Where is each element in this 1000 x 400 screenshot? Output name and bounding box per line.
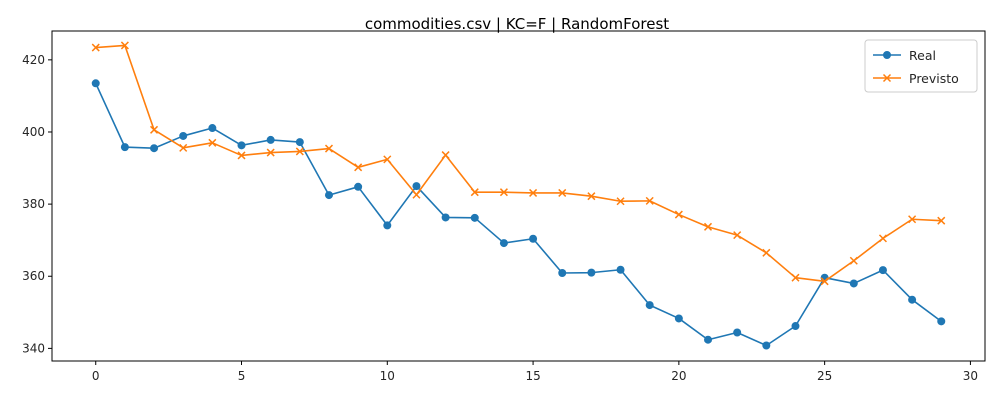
data-point-previsto: [295, 147, 304, 156]
data-point-previsto: [412, 190, 421, 199]
data-point-real: [295, 138, 304, 147]
y-axis: 340 360 380 400 420: [22, 53, 52, 355]
data-point-previsto: [674, 210, 683, 219]
data-point-previsto: [587, 192, 596, 201]
data-point-previsto: [266, 148, 275, 157]
x-axis: 0 5 10 15 20 25 30: [92, 361, 978, 383]
series-layer: [91, 41, 946, 350]
data-point-previsto: [908, 215, 917, 224]
series-line-previsto: [95, 44, 942, 283]
data-point-real: [674, 314, 683, 323]
legend-marker-real: [883, 51, 891, 59]
x-tick-label: 15: [525, 369, 540, 383]
data-point-previsto: [878, 234, 887, 243]
data-point-real: [383, 221, 392, 230]
data-point-real: [150, 144, 159, 153]
data-point-previsto: [616, 197, 625, 206]
data-point-previsto: [762, 248, 771, 257]
data-point-real: [558, 269, 567, 277]
data-point-real: [878, 266, 887, 275]
data-point-previsto: [441, 151, 450, 160]
data-point-previsto: [354, 163, 363, 172]
data-point-previsto: [179, 143, 188, 152]
legend-label-previsto: Previsto: [909, 71, 959, 86]
y-tick-label: 380: [22, 197, 45, 211]
data-point-previsto: [383, 155, 392, 164]
data-point-real: [412, 182, 421, 191]
data-point-previsto: [849, 256, 858, 265]
data-point-previsto: [150, 125, 159, 134]
data-point-previsto: [558, 188, 567, 197]
data-point-previsto: [791, 273, 800, 282]
legend-box: [864, 39, 978, 93]
y-tick-label: 400: [22, 125, 45, 139]
data-point-real: [208, 124, 217, 133]
plot-area: [51, 30, 986, 362]
x-tick-label: 5: [238, 369, 246, 383]
series-previsto: [91, 41, 946, 286]
data-point-real: [470, 213, 479, 222]
y-tick-label: 340: [22, 341, 45, 355]
data-point-previsto: [237, 151, 246, 160]
data-point-real: [849, 279, 858, 288]
x-tick-label: 30: [963, 369, 978, 383]
data-point-real: [266, 135, 275, 144]
series-line-real: [95, 82, 942, 347]
legend: Real Previsto: [864, 39, 978, 93]
data-point-real: [937, 317, 946, 326]
data-point-real: [179, 131, 188, 140]
y-tick-label: 420: [22, 53, 45, 67]
chart-title: commodities.csv | KC=F | RandomForest: [365, 15, 669, 33]
data-point-previsto: [324, 144, 334, 153]
data-point-previsto: [470, 188, 479, 197]
data-point-real: [762, 341, 771, 350]
data-point-real: [120, 143, 129, 152]
data-point-real: [645, 301, 654, 310]
data-point-real: [704, 335, 713, 344]
data-point-real: [324, 191, 333, 200]
legend-label-real: Real: [909, 48, 936, 63]
data-point-previsto: [703, 222, 713, 231]
y-tick-label: 360: [22, 269, 45, 283]
data-point-previsto: [120, 41, 129, 50]
data-point-previsto: [499, 188, 508, 197]
data-point-real: [354, 182, 363, 191]
data-point-real: [791, 322, 800, 331]
data-point-real: [529, 234, 538, 243]
data-point-real: [237, 141, 246, 150]
data-point-real: [499, 239, 508, 248]
data-point-previsto: [208, 138, 217, 147]
x-tick-label: 10: [380, 369, 395, 383]
data-point-real: [733, 328, 742, 337]
data-point-previsto: [937, 216, 946, 225]
data-point-previsto: [529, 188, 538, 197]
x-tick-label: 0: [92, 369, 100, 383]
data-point-real: [587, 268, 596, 277]
data-point-real: [441, 213, 450, 222]
x-tick-label: 20: [671, 369, 686, 383]
data-point-previsto: [91, 43, 100, 52]
x-tick-label: 25: [817, 369, 832, 383]
data-point-previsto: [820, 277, 829, 286]
data-point-previsto: [645, 196, 654, 205]
data-point-real: [91, 79, 100, 88]
data-point-real: [616, 265, 625, 274]
legend-marker-previsto: [882, 73, 892, 83]
data-point-previsto: [733, 231, 742, 240]
data-point-real: [908, 295, 917, 304]
